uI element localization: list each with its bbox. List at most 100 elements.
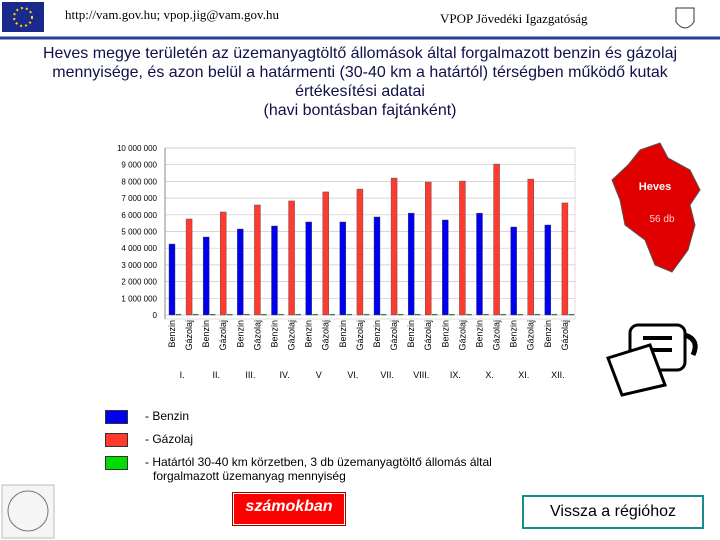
x-group-label: VII. bbox=[380, 370, 394, 380]
legend-swatch bbox=[105, 456, 128, 470]
x-tick-label: Benzin bbox=[235, 320, 245, 348]
x-tick-label: Benzin bbox=[406, 320, 416, 348]
x-tick-label: Gázolaj bbox=[457, 320, 467, 351]
title-line: értékesítési adatai bbox=[295, 83, 425, 100]
plot-area bbox=[164, 147, 576, 320]
numbers-button[interactable]: számokban bbox=[232, 492, 346, 526]
x-tick-label: Benzin bbox=[269, 320, 279, 348]
bar bbox=[346, 313, 353, 316]
bar bbox=[185, 218, 193, 316]
x-tick-label: Gázolaj bbox=[389, 320, 399, 351]
bar bbox=[329, 313, 335, 316]
legend-label: - Határtól 30-40 km körzetben, 3 db üzem… bbox=[145, 455, 492, 483]
x-group-label: XI. bbox=[518, 370, 529, 380]
y-tick-label: 7 000 000 bbox=[121, 194, 157, 203]
bar bbox=[390, 177, 398, 316]
x-tick-label: Benzin bbox=[338, 320, 348, 348]
bar bbox=[288, 200, 295, 316]
bar bbox=[380, 313, 387, 316]
bar bbox=[459, 180, 466, 316]
bar bbox=[227, 313, 233, 316]
x-tick-label: Gázolaj bbox=[355, 320, 365, 351]
x-tick-label: Gázolaj bbox=[218, 320, 228, 351]
x-tick-label: Benzin bbox=[543, 320, 553, 348]
bar bbox=[202, 236, 210, 316]
map-region bbox=[611, 142, 701, 273]
fax-icon bbox=[606, 323, 698, 397]
bar bbox=[493, 163, 500, 316]
x-group-label: IX. bbox=[450, 370, 461, 380]
map-count: 56 db bbox=[649, 214, 674, 225]
bar bbox=[476, 212, 483, 316]
x-tick-label: Benzin bbox=[440, 320, 450, 348]
x-group-label: VIII. bbox=[413, 370, 429, 380]
y-tick-label: 3 000 000 bbox=[121, 261, 157, 270]
bar bbox=[261, 313, 267, 316]
bar bbox=[322, 191, 329, 316]
bar bbox=[175, 313, 182, 316]
bar bbox=[271, 225, 278, 316]
bar bbox=[168, 243, 176, 316]
title-line: (havi bontásban fajtánként) bbox=[263, 102, 457, 119]
bar bbox=[244, 313, 250, 316]
bar bbox=[568, 313, 575, 316]
org: VPOP Jövedéki Igazgatóság bbox=[440, 11, 588, 26]
bar bbox=[209, 313, 216, 316]
bar bbox=[449, 313, 455, 316]
title-line: mennyisége, és azon belül a határmenti (… bbox=[52, 64, 668, 81]
x-group-label: XII. bbox=[551, 370, 565, 380]
eu-stars bbox=[13, 7, 33, 27]
x-tick-label: Benzin bbox=[474, 320, 484, 348]
eu-logo bbox=[2, 2, 44, 32]
x-group-label: IV. bbox=[279, 370, 289, 380]
bar bbox=[425, 181, 432, 316]
bar bbox=[510, 226, 517, 316]
y-tick-label: 8 000 000 bbox=[121, 177, 157, 186]
y-tick-label: 6 000 000 bbox=[121, 211, 157, 220]
x-tick-label: Gázolaj bbox=[184, 320, 194, 351]
bar bbox=[356, 188, 364, 316]
x-group-label: III. bbox=[245, 370, 255, 380]
back-button[interactable]: Vissza a régióhoz bbox=[522, 495, 704, 529]
bar bbox=[278, 313, 284, 316]
x-group-label: X. bbox=[485, 370, 494, 380]
y-tick-label: 0 bbox=[153, 311, 158, 320]
x-tick-label: Gázolaj bbox=[492, 320, 502, 351]
bar bbox=[517, 313, 523, 316]
x-tick-label: Gázolaj bbox=[423, 320, 433, 351]
bar bbox=[483, 313, 489, 316]
bar bbox=[220, 211, 227, 316]
bar bbox=[305, 221, 312, 316]
bar bbox=[561, 202, 569, 316]
crest bbox=[675, 7, 695, 29]
x-tick-label: Gázolaj bbox=[560, 320, 570, 351]
bar bbox=[544, 224, 552, 316]
bar bbox=[339, 221, 347, 316]
stamp-ring bbox=[7, 490, 49, 532]
bar bbox=[527, 178, 534, 316]
y-tick-label: 5 000 000 bbox=[121, 228, 157, 237]
bar bbox=[192, 313, 199, 316]
x-tick-label: Gázolaj bbox=[526, 320, 536, 351]
bar bbox=[312, 313, 318, 316]
bar bbox=[363, 313, 370, 316]
y-tick-label: 4 000 000 bbox=[121, 244, 157, 253]
x-group-label: VI. bbox=[347, 370, 358, 380]
bar bbox=[237, 228, 244, 316]
bar bbox=[373, 216, 381, 316]
title: Heves megye területén az üzemanyagtöltő … bbox=[0, 44, 720, 120]
legend-swatch bbox=[105, 433, 128, 447]
y-tick-label: 9 000 000 bbox=[121, 161, 157, 170]
bar bbox=[534, 313, 540, 316]
x-group-label: V bbox=[316, 370, 322, 380]
x-tick-label: Benzin bbox=[167, 320, 177, 348]
x-tick-label: Gázolaj bbox=[287, 320, 297, 351]
x-tick-label: Benzin bbox=[372, 320, 382, 348]
x-group-label: I. bbox=[180, 370, 185, 380]
bar bbox=[254, 204, 261, 316]
bar bbox=[500, 313, 506, 316]
x-tick-label: Benzin bbox=[509, 320, 519, 348]
x-tick-label: Gázolaj bbox=[252, 320, 262, 351]
bar bbox=[432, 313, 438, 316]
